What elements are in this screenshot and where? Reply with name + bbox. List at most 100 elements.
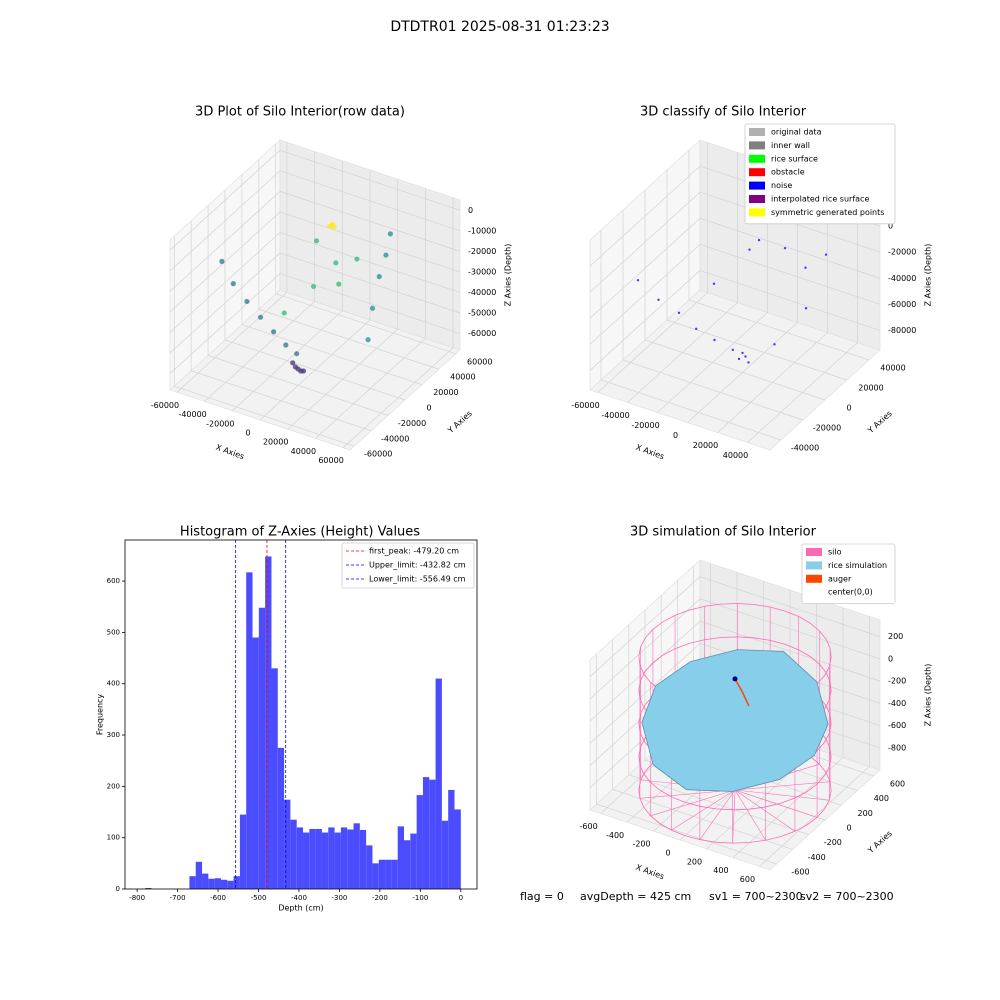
legend-label: symmetric generated points bbox=[771, 208, 884, 217]
y-tick-label: 0 bbox=[846, 404, 851, 413]
bar bbox=[448, 789, 455, 889]
point bbox=[336, 281, 342, 287]
bar bbox=[202, 873, 209, 889]
grid-line bbox=[600, 379, 782, 441]
x-tick-label: 40000 bbox=[291, 447, 316, 456]
grid-line bbox=[279, 232, 461, 293]
y-tick-label: 400 bbox=[107, 680, 120, 688]
z-tick-label: -600 bbox=[888, 721, 906, 730]
x-tick-label: -600 bbox=[210, 894, 226, 902]
bar bbox=[429, 779, 436, 889]
bar bbox=[391, 859, 398, 889]
rice-surface bbox=[641, 649, 829, 792]
grid-line bbox=[699, 244, 881, 305]
x-axis-label: Depth (cm) bbox=[278, 904, 323, 913]
legend-label: auger bbox=[828, 574, 852, 583]
bar bbox=[397, 826, 405, 889]
chart-title: Histogram of Z-Axies (Height) Values bbox=[180, 525, 420, 540]
y-tick-label: 40000 bbox=[880, 364, 905, 373]
silo-floor bbox=[699, 789, 736, 840]
point bbox=[713, 338, 716, 342]
legend-label: silo bbox=[828, 548, 842, 557]
point bbox=[737, 357, 741, 361]
grid-line bbox=[622, 359, 804, 421]
x-tick-label: 400 bbox=[713, 866, 728, 875]
point bbox=[219, 258, 225, 264]
bar bbox=[284, 799, 291, 889]
x-tick-label: -20000 bbox=[206, 419, 234, 428]
legend-swatch bbox=[806, 561, 822, 570]
legend-label: rice simulation bbox=[828, 561, 887, 570]
legend-swatch bbox=[749, 141, 765, 150]
legend-label: obstacle bbox=[771, 168, 805, 177]
point bbox=[333, 260, 339, 266]
x-tick-label: -300 bbox=[331, 894, 347, 902]
x-tick-label: 0 bbox=[459, 894, 463, 902]
bar bbox=[378, 859, 386, 889]
y-tick-label: 40000 bbox=[450, 373, 475, 382]
status-text: sv2 = 700~2300 bbox=[800, 890, 894, 903]
legend-label: Lower_limit: -556.49 cm bbox=[369, 575, 466, 584]
z-tick-label: -400 bbox=[888, 699, 906, 708]
z-axis-label: Z Axies (Depth) bbox=[504, 244, 513, 307]
silo-floor bbox=[732, 789, 736, 844]
bar bbox=[321, 832, 329, 889]
z-tick-label: -50000 bbox=[468, 309, 496, 318]
x-tick-label: -40000 bbox=[601, 411, 629, 420]
point bbox=[695, 327, 698, 331]
grid-line bbox=[207, 355, 389, 416]
point bbox=[383, 252, 389, 258]
z-tick-label: -60000 bbox=[888, 300, 916, 309]
z-tick-label: 0 bbox=[468, 206, 473, 215]
z-tick-label: -40000 bbox=[888, 274, 916, 283]
point bbox=[230, 281, 236, 287]
legend-label: center(0,0) bbox=[828, 588, 873, 597]
x-tick-label: -40000 bbox=[178, 410, 206, 419]
z-tick-label: -20000 bbox=[888, 248, 916, 257]
z-tick-label: -60000 bbox=[468, 329, 496, 338]
grid-line bbox=[612, 789, 793, 850]
x-tick-label: 600 bbox=[740, 875, 755, 884]
z-tick-label: 0 bbox=[888, 222, 893, 231]
point bbox=[292, 364, 298, 370]
legend-label: first_peak: -479.20 cm bbox=[369, 547, 459, 556]
bar bbox=[208, 878, 215, 889]
bar bbox=[239, 814, 247, 889]
point bbox=[824, 253, 828, 256]
silo-floor bbox=[734, 789, 796, 832]
grid-line bbox=[224, 339, 406, 401]
point bbox=[376, 273, 382, 280]
bar bbox=[296, 827, 304, 889]
bar bbox=[315, 828, 322, 889]
bar bbox=[265, 556, 272, 889]
status-text: avgDepth = 425 cm bbox=[580, 890, 691, 903]
bar bbox=[195, 861, 203, 889]
figure-title: DTDTR01 2025-08-31 01:23:23 bbox=[390, 19, 609, 35]
bar bbox=[309, 828, 316, 889]
z-tick-label: -10000 bbox=[468, 226, 496, 235]
legend-label: rice surface bbox=[771, 154, 818, 163]
z-tick-label: -20000 bbox=[468, 247, 496, 256]
legend-swatch bbox=[806, 574, 822, 583]
status-text: flag = 0 bbox=[520, 890, 564, 903]
grid-line bbox=[241, 324, 423, 385]
legend-label: interpolated rice surface bbox=[771, 195, 869, 204]
x-tick-label: 0 bbox=[673, 431, 678, 440]
legend-box bbox=[744, 123, 896, 225]
legend-label: inner wall bbox=[771, 141, 810, 150]
grid-line bbox=[666, 319, 848, 381]
grid-line bbox=[275, 293, 456, 355]
point bbox=[748, 248, 751, 251]
grid-line bbox=[644, 339, 826, 401]
bar bbox=[220, 879, 228, 889]
chart-title: 3D Plot of Silo Interior(row data) bbox=[195, 105, 405, 120]
grid-line bbox=[596, 803, 777, 865]
bar bbox=[340, 827, 348, 889]
point bbox=[657, 298, 660, 301]
x-tick-label: 20000 bbox=[693, 441, 718, 450]
chart-title: 3D simulation of Silo Interior bbox=[630, 525, 817, 540]
point bbox=[747, 361, 750, 364]
grid-line bbox=[258, 308, 439, 370]
y-tick-label: 300 bbox=[107, 731, 120, 739]
bar bbox=[435, 678, 442, 889]
